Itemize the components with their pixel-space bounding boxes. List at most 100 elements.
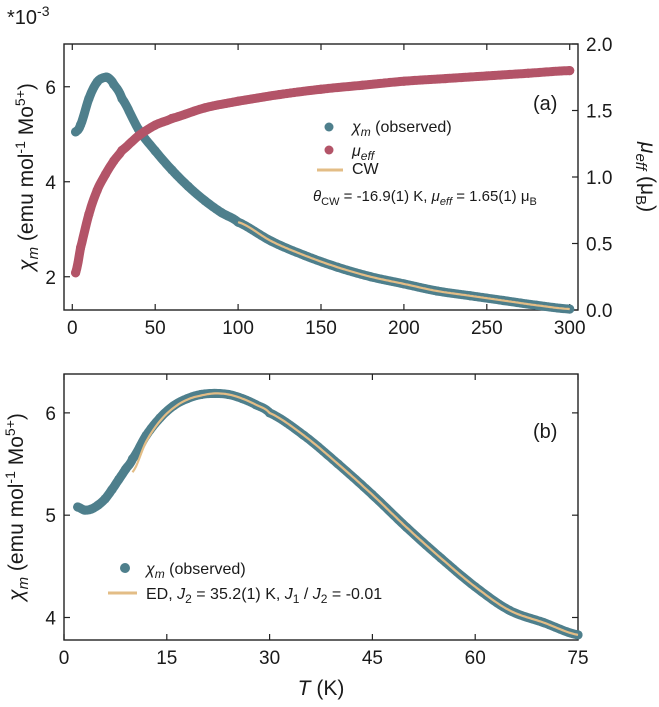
panel-a-y2-ticks: 0.0 0.5 1.0 1.5 2.0 (572, 35, 612, 322)
panel-a-frame (63, 43, 579, 311)
x-tick-label: 50 (145, 318, 166, 339)
panel-a-y2-axis-label: μeff (μB) (632, 141, 659, 212)
data-point-eff (200, 103, 210, 113)
panel-b: (b) 0 15 30 45 60 75 456 χm (emu mol-1 Mo5+) … (2, 373, 589, 700)
y2-tick-label: 1.5 (586, 102, 612, 123)
data-point-m-observed (100, 494, 110, 504)
data-point-eff (71, 268, 81, 278)
data-point-m-observed (121, 464, 131, 474)
x-tick-label: 0 (67, 318, 78, 339)
x-tick-label: 75 (567, 648, 588, 669)
x-tick-label: 250 (471, 318, 503, 339)
panel-a-x-ticks: 0 50 100 150 200 250 300 (67, 44, 586, 339)
data-point-m-observed (155, 413, 165, 423)
x-tick-label: 15 (156, 648, 177, 669)
panel-a-multiplier: *10-3 (7, 3, 50, 29)
data-point-m-observed (127, 454, 138, 464)
data-point-eff (100, 169, 111, 179)
x-tick-label: 300 (554, 318, 586, 339)
data-point-eff (92, 185, 102, 195)
x-tick-label: 100 (222, 318, 254, 339)
panel-b-y-ticks: 4 5 6 (45, 404, 578, 629)
data-point-m-observed (117, 94, 127, 104)
data-point-eff (316, 84, 326, 94)
series-line-ed (131, 392, 579, 636)
data-point-eff (440, 73, 450, 84)
y-tick-label: 2 (45, 268, 56, 289)
data-point-m-observed (86, 504, 97, 514)
data-point-eff (150, 120, 160, 130)
panel-a-tag: (a) (533, 93, 557, 115)
legend-chi-observed-label: χm (observed) (350, 119, 452, 139)
x-tick-label: 0 (59, 648, 70, 669)
legend-mu-eff-marker (324, 145, 334, 155)
y2-tick-label: 0.5 (586, 235, 612, 256)
panel-b-tag: (b) (533, 421, 557, 443)
panel-b-frame (63, 373, 579, 641)
data-point-eff (134, 131, 144, 141)
panel-a-series (71, 66, 575, 314)
panel-b-y-axis-label: χm (emu mol-1 Mo5+) (2, 413, 32, 603)
data-point-m-observed (565, 304, 575, 314)
data-point-eff (233, 96, 243, 106)
data-point-m-observed (75, 120, 86, 130)
y2-tick-label: 1.0 (586, 168, 612, 189)
data-point-m-observed (114, 474, 124, 484)
data-point-m-observed (73, 502, 83, 512)
data-point-m-observed (109, 79, 119, 89)
data-point-eff (84, 209, 94, 219)
series-line-cw (237, 221, 570, 311)
data-point-eff (274, 89, 285, 100)
panel-b-x-ticks: 0 15 30 45 60 75 (59, 374, 589, 669)
data-point-m-observed (167, 165, 177, 175)
data-point-eff (482, 71, 492, 81)
y-tick-label: 6 (45, 78, 56, 99)
data-point-m-observed (200, 196, 210, 206)
data-point-m-observed (93, 500, 103, 510)
x-tick-label: 30 (259, 648, 280, 669)
data-point-m-observed (84, 94, 94, 104)
data-point-eff (109, 156, 119, 166)
data-point-eff (399, 76, 409, 86)
legend-b-chi-observed-label: χm (observed) (144, 561, 246, 581)
y-tick-label: 4 (45, 608, 56, 629)
panel-a-fit-annotation: θCW = -16.9(1) K, μeff = 1.65(1) μB (313, 188, 537, 208)
data-point-m-observed (71, 127, 81, 137)
data-point-m-observed (216, 208, 227, 218)
legend-b-ed-label: ED, J2 = 35.2(1) K, J1 / J2 = -0.01 (146, 586, 382, 606)
y-tick-label: 6 (45, 404, 56, 425)
panel-b-x-axis-label: T (K) (298, 677, 345, 700)
legend-cw-label: CW (352, 161, 380, 178)
data-point-m-observed (169, 401, 179, 411)
data-point-m-observed (79, 505, 90, 515)
panel-b-series (73, 388, 583, 640)
legend-mu-eff-label: μeff (351, 143, 376, 163)
panel-b-legend: χm (observed) ED, J2 = 35.2(1) K, J1 / J… (108, 561, 382, 606)
data-point-eff (357, 80, 368, 90)
y-tick-label: 4 (45, 173, 56, 194)
x-tick-label: 60 (465, 648, 486, 669)
x-tick-label: 150 (305, 318, 337, 339)
legend-b-chi-observed-marker (120, 563, 130, 573)
data-point-eff (75, 242, 86, 253)
data-point-m-observed (92, 77, 102, 87)
data-point-eff (117, 145, 127, 155)
data-point-eff (523, 68, 533, 78)
y-tick-label: 5 (45, 506, 56, 527)
data-point-m-observed (107, 485, 117, 495)
series-band-eff (71, 66, 575, 278)
data-point-m-observed (150, 146, 160, 156)
panel-a-y-ticks: 2 4 6 (45, 78, 70, 289)
y2-tick-label: 2.0 (586, 35, 612, 56)
panel-a-y-axis-label: χm (emu mol-1 Mo5+) (12, 83, 42, 273)
legend-chi-observed-marker (324, 122, 334, 132)
data-point-m-observed (104, 73, 114, 83)
data-point-eff (565, 66, 575, 76)
x-tick-label: 200 (388, 318, 420, 339)
y2-tick-label: 0.0 (586, 301, 612, 322)
data-point-eff (167, 113, 177, 124)
panel-a: *10-3 (a) 0 50 100 150 200 250 300 2 4 6 0.0 0.5 1… (7, 3, 659, 339)
panel-a-legend: χm (observed) μeff CW θCW = -16.9(1) K, … (313, 119, 537, 208)
data-point-m-observed (183, 181, 193, 192)
